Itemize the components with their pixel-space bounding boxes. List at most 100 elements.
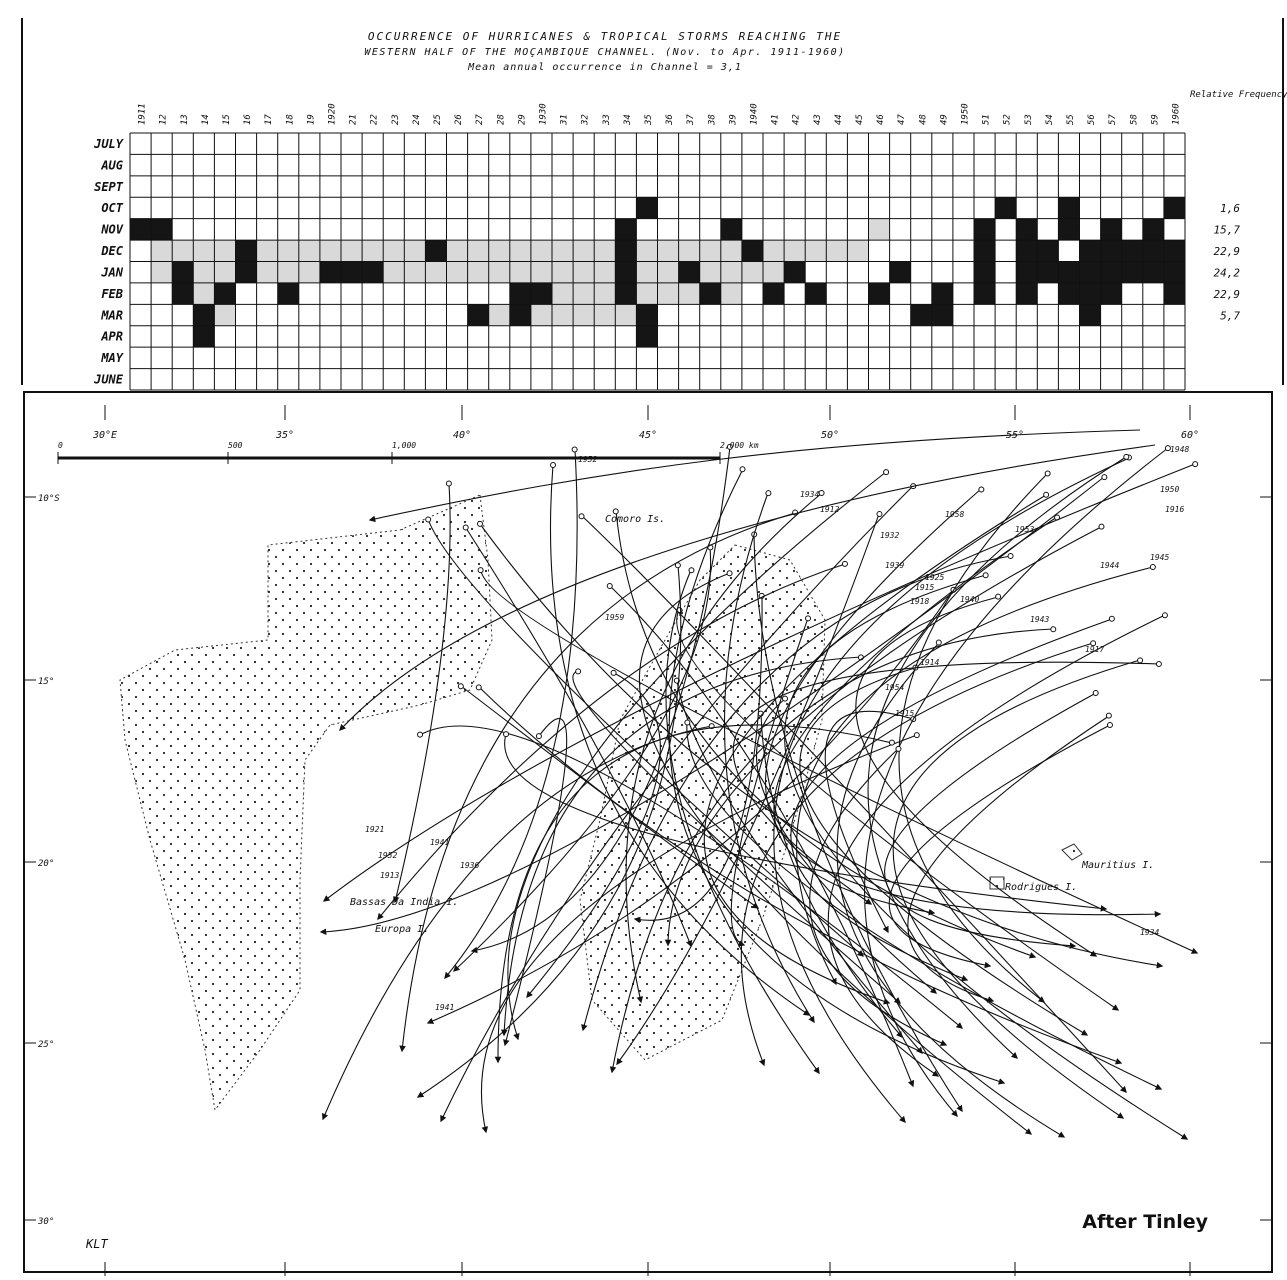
island-label: Comoro Is. xyxy=(605,514,665,525)
dark-cell xyxy=(193,326,214,347)
light-cell xyxy=(552,304,573,325)
dark-cell xyxy=(974,240,995,261)
storm-year-label: 1915 xyxy=(895,709,914,718)
month-label: MAR xyxy=(100,308,123,322)
frequency-label: 22,9 xyxy=(1214,245,1241,258)
track-start xyxy=(1106,713,1111,718)
year-label: 33 xyxy=(602,114,612,126)
year-label: 31 xyxy=(560,114,570,126)
track-start xyxy=(1099,524,1104,529)
year-label: 56 xyxy=(1087,114,1097,125)
storm-year-label: 1950 xyxy=(1160,485,1179,494)
longitude-label: 50° xyxy=(821,430,839,441)
track-start xyxy=(1045,471,1050,476)
light-cell xyxy=(679,240,700,261)
year-label: 53 xyxy=(1024,114,1034,125)
track-start xyxy=(877,512,882,517)
track-start xyxy=(1102,475,1107,480)
dark-cell xyxy=(1143,240,1164,261)
title-line: Mean annual occurrence in Channel = 3,1 xyxy=(467,62,742,73)
year-label: 42 xyxy=(792,114,802,125)
light-cell xyxy=(193,283,214,304)
dark-cell xyxy=(1058,197,1079,218)
year-label: 16 xyxy=(243,114,253,125)
light-cell xyxy=(257,262,278,283)
light-cell xyxy=(362,240,383,261)
dark-cell xyxy=(1164,283,1185,304)
light-cell xyxy=(658,240,679,261)
dark-cell xyxy=(130,219,151,240)
dark-cell xyxy=(1164,240,1185,261)
year-label: 55 xyxy=(1066,114,1076,125)
year-label: 52 xyxy=(1003,114,1013,125)
light-cell xyxy=(594,240,615,261)
year-label: 12 xyxy=(159,114,169,125)
frequency-label: 24,2 xyxy=(1214,266,1241,279)
dark-cell xyxy=(1058,219,1079,240)
dark-cell xyxy=(974,219,995,240)
light-cell xyxy=(278,262,299,283)
year-label: 1930 xyxy=(538,103,548,125)
year-label: 1940 xyxy=(749,103,759,125)
year-label: 27 xyxy=(475,114,485,125)
track-start xyxy=(551,462,556,467)
light-cell xyxy=(784,240,805,261)
longitude-label: 55° xyxy=(1006,430,1024,441)
frequency-header: Relative Frequency % xyxy=(1190,90,1287,100)
light-cell xyxy=(447,262,468,283)
light-cell xyxy=(214,304,235,325)
month-label: OCT xyxy=(101,201,123,215)
track-start xyxy=(1008,553,1013,558)
track-start xyxy=(536,734,541,739)
month-label: SEPT xyxy=(94,180,124,194)
dark-cell xyxy=(1080,240,1101,261)
year-label: 58 xyxy=(1129,114,1139,125)
dark-cell xyxy=(236,240,257,261)
light-cell xyxy=(594,283,615,304)
year-label: 26 xyxy=(454,114,464,125)
dark-cell xyxy=(1080,262,1101,283)
light-cell xyxy=(679,283,700,304)
month-label: APR xyxy=(100,330,123,344)
light-cell xyxy=(636,262,657,283)
month-label: JAN xyxy=(100,265,123,279)
storm-year-label: 1941 xyxy=(435,1003,454,1012)
dark-cell xyxy=(1101,283,1122,304)
track-start xyxy=(1109,616,1114,621)
light-cell xyxy=(383,262,404,283)
light-cell xyxy=(805,240,826,261)
dark-cell xyxy=(278,283,299,304)
light-cell xyxy=(763,262,784,283)
light-cell xyxy=(404,262,425,283)
track-start xyxy=(478,521,483,526)
dark-cell xyxy=(1016,262,1037,283)
light-cell xyxy=(658,262,679,283)
light-cell xyxy=(721,262,742,283)
light-cell xyxy=(636,240,657,261)
track-start xyxy=(842,561,847,566)
year-label: 24 xyxy=(412,114,422,125)
storm-year-label: 1913 xyxy=(380,871,399,880)
year-label: 25 xyxy=(433,114,443,125)
dark-cell xyxy=(636,197,657,218)
track-start xyxy=(983,573,988,578)
dark-cell xyxy=(869,283,890,304)
track-start xyxy=(936,640,941,645)
light-cell xyxy=(531,304,552,325)
dark-cell xyxy=(615,219,636,240)
light-cell xyxy=(847,240,868,261)
storm-year-label: 1958 xyxy=(945,510,964,519)
light-cell xyxy=(594,304,615,325)
dark-cell xyxy=(784,262,805,283)
track-start xyxy=(504,732,509,737)
dark-cell xyxy=(1016,240,1037,261)
year-label: 57 xyxy=(1108,114,1118,125)
dark-cell xyxy=(721,219,742,240)
dark-cell xyxy=(1037,262,1058,283)
year-label: 23 xyxy=(391,114,401,125)
light-cell xyxy=(573,262,594,283)
track-start xyxy=(727,571,732,576)
track-start xyxy=(889,740,894,745)
year-label: 19 xyxy=(306,114,316,125)
light-cell xyxy=(257,240,278,261)
